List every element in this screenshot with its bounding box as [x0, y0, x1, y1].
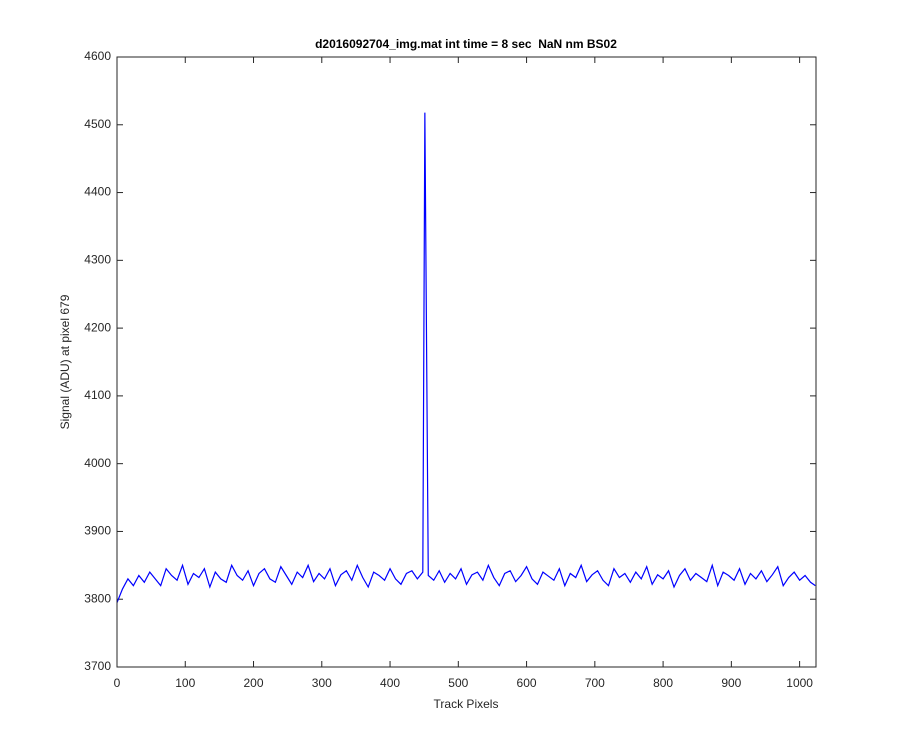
x-tick-label: 600 — [517, 676, 537, 690]
x-tick-label: 900 — [721, 676, 741, 690]
x-tick-label: 400 — [380, 676, 400, 690]
x-tick-label: 1000 — [786, 676, 813, 690]
x-axis-label: Track Pixels — [434, 697, 499, 711]
axes-box — [116, 56, 817, 668]
x-tick-label: 800 — [653, 676, 673, 690]
y-tick-label: 4000 — [84, 456, 111, 470]
plot-area — [117, 57, 816, 667]
y-tick-label: 4300 — [84, 253, 111, 267]
y-tick-label: 4200 — [84, 320, 111, 334]
x-tick-label: 300 — [312, 676, 332, 690]
x-tick-label: 500 — [448, 676, 468, 690]
y-axis-label: Signal (ADU) at pixel 679 — [58, 294, 72, 429]
x-tick-label: 700 — [585, 676, 605, 690]
x-tick-label: 100 — [175, 676, 195, 690]
y-tick-label: 3900 — [84, 524, 111, 538]
data-line — [116, 112, 816, 603]
chart-title: d2016092704_img.mat int time = 8 sec NaN… — [315, 37, 617, 51]
x-tick-label: 0 — [114, 676, 121, 690]
x-tick-label: 200 — [244, 676, 264, 690]
y-tick-label: 4400 — [84, 185, 111, 199]
y-tick-label: 4100 — [84, 388, 111, 402]
y-tick-label: 3800 — [84, 591, 111, 605]
y-tick-label: 3700 — [84, 659, 111, 673]
y-tick-label: 4500 — [84, 117, 111, 131]
y-tick-label: 4600 — [84, 49, 111, 63]
